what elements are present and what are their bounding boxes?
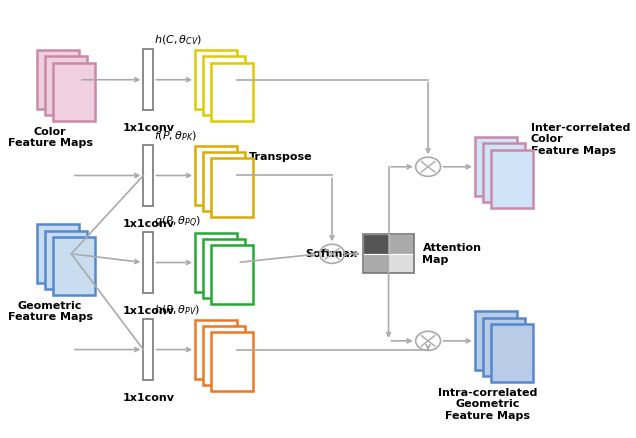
FancyBboxPatch shape bbox=[203, 326, 245, 385]
Text: Inter-correlated
Color
Feature Maps: Inter-correlated Color Feature Maps bbox=[530, 123, 630, 156]
FancyBboxPatch shape bbox=[211, 158, 253, 217]
Text: 1x1conv: 1x1conv bbox=[122, 219, 174, 229]
Text: Intra-correlated
Geometric
Feature Maps: Intra-correlated Geometric Feature Maps bbox=[438, 388, 537, 421]
FancyBboxPatch shape bbox=[483, 318, 525, 376]
FancyBboxPatch shape bbox=[195, 233, 237, 292]
FancyBboxPatch shape bbox=[211, 332, 253, 391]
FancyBboxPatch shape bbox=[203, 152, 245, 211]
FancyBboxPatch shape bbox=[474, 311, 517, 370]
Text: Softmax: Softmax bbox=[305, 249, 357, 259]
Text: $g(P,\theta_{PQ})$: $g(P,\theta_{PQ})$ bbox=[154, 215, 201, 230]
FancyBboxPatch shape bbox=[211, 245, 253, 304]
FancyBboxPatch shape bbox=[53, 237, 95, 295]
FancyBboxPatch shape bbox=[37, 50, 80, 109]
FancyBboxPatch shape bbox=[143, 232, 153, 293]
FancyBboxPatch shape bbox=[45, 57, 87, 115]
FancyBboxPatch shape bbox=[37, 224, 80, 283]
Bar bbox=[363, 254, 389, 273]
FancyBboxPatch shape bbox=[203, 239, 245, 298]
FancyBboxPatch shape bbox=[490, 324, 533, 382]
Text: 1x1conv: 1x1conv bbox=[122, 306, 174, 316]
FancyBboxPatch shape bbox=[53, 63, 95, 121]
Text: Attention
Map: Attention Map bbox=[422, 243, 481, 265]
Text: 1x1conv: 1x1conv bbox=[122, 393, 174, 403]
FancyBboxPatch shape bbox=[143, 145, 153, 206]
Text: $h(C,\theta_{CV})$: $h(C,\theta_{CV})$ bbox=[154, 33, 202, 47]
FancyBboxPatch shape bbox=[474, 138, 517, 196]
Bar bbox=[389, 254, 414, 273]
FancyBboxPatch shape bbox=[45, 230, 87, 289]
FancyBboxPatch shape bbox=[143, 319, 153, 380]
Bar bbox=[363, 234, 414, 273]
Bar bbox=[363, 234, 389, 254]
FancyBboxPatch shape bbox=[203, 57, 245, 115]
Text: Geometric
Feature Maps: Geometric Feature Maps bbox=[8, 300, 93, 322]
FancyBboxPatch shape bbox=[490, 150, 533, 208]
Text: Color
Feature Maps: Color Feature Maps bbox=[8, 127, 93, 148]
Bar bbox=[389, 234, 414, 254]
FancyBboxPatch shape bbox=[195, 50, 237, 109]
Text: Transpose: Transpose bbox=[249, 152, 312, 162]
FancyBboxPatch shape bbox=[195, 320, 237, 379]
FancyBboxPatch shape bbox=[195, 146, 237, 205]
FancyBboxPatch shape bbox=[143, 49, 153, 110]
Text: 1x1conv: 1x1conv bbox=[122, 123, 174, 133]
FancyBboxPatch shape bbox=[483, 144, 525, 202]
FancyBboxPatch shape bbox=[211, 63, 253, 121]
Text: $f(P,\theta_{PK})$: $f(P,\theta_{PK})$ bbox=[154, 129, 197, 143]
Text: $h(P,\theta_{PV})$: $h(P,\theta_{PV})$ bbox=[154, 304, 200, 317]
